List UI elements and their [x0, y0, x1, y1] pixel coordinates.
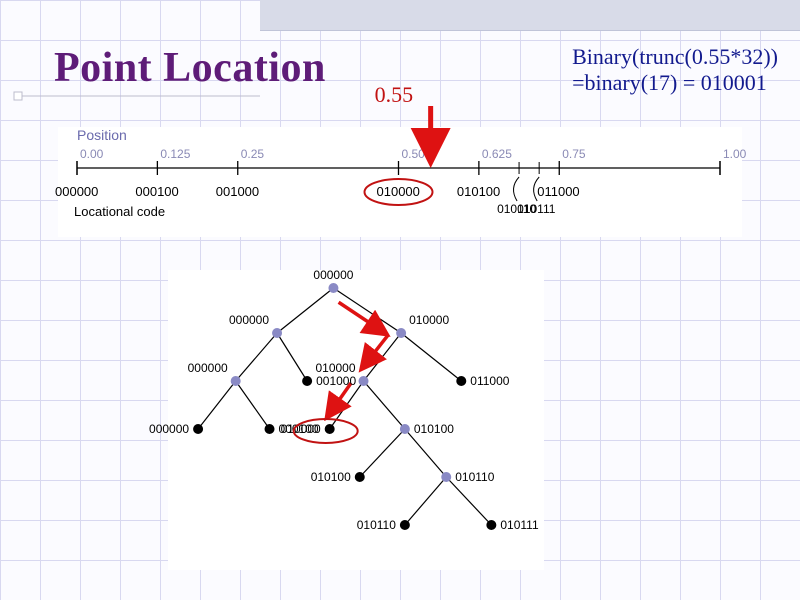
code-000100: 000100: [135, 184, 178, 199]
svg-text:0.25: 0.25: [241, 147, 265, 161]
svg-text:0.125: 0.125: [160, 147, 190, 161]
svg-text:010000: 010000: [315, 361, 355, 375]
svg-text:010000: 010000: [409, 313, 449, 327]
svg-text:010110: 010110: [357, 518, 396, 532]
code-011000: 011000: [537, 184, 579, 199]
svg-text:0.50: 0.50: [402, 147, 426, 161]
svg-text:010111: 010111: [500, 518, 539, 532]
svg-text:010100: 010100: [311, 470, 351, 484]
svg-text:001000: 001000: [316, 374, 356, 388]
code-001000: 001000: [216, 184, 259, 199]
svg-text:000000: 000000: [313, 268, 353, 282]
svg-text:000000: 000000: [149, 422, 189, 436]
svg-text:010100: 010100: [414, 422, 454, 436]
svg-text:011000: 011000: [470, 374, 509, 388]
svg-text:000000: 000000: [229, 313, 269, 327]
svg-text:0.00: 0.00: [80, 147, 104, 161]
svg-text:010111: 010111: [517, 202, 556, 216]
svg-text:0.625: 0.625: [482, 147, 512, 161]
svg-text:Position: Position: [77, 127, 127, 143]
code-010000: 010000: [377, 184, 420, 199]
svg-text:Locational code: Locational code: [74, 204, 165, 219]
svg-text:000000: 000000: [188, 361, 228, 375]
code-010100: 010100: [457, 184, 500, 199]
svg-text:010110: 010110: [455, 470, 494, 484]
svg-text:0.75: 0.75: [562, 147, 586, 161]
diagram-svg: Position Locational code 0.00 000000 0.125 00…: [0, 0, 800, 600]
code-000000: 000000: [55, 184, 98, 199]
svg-text:1.00: 1.00: [723, 147, 747, 161]
